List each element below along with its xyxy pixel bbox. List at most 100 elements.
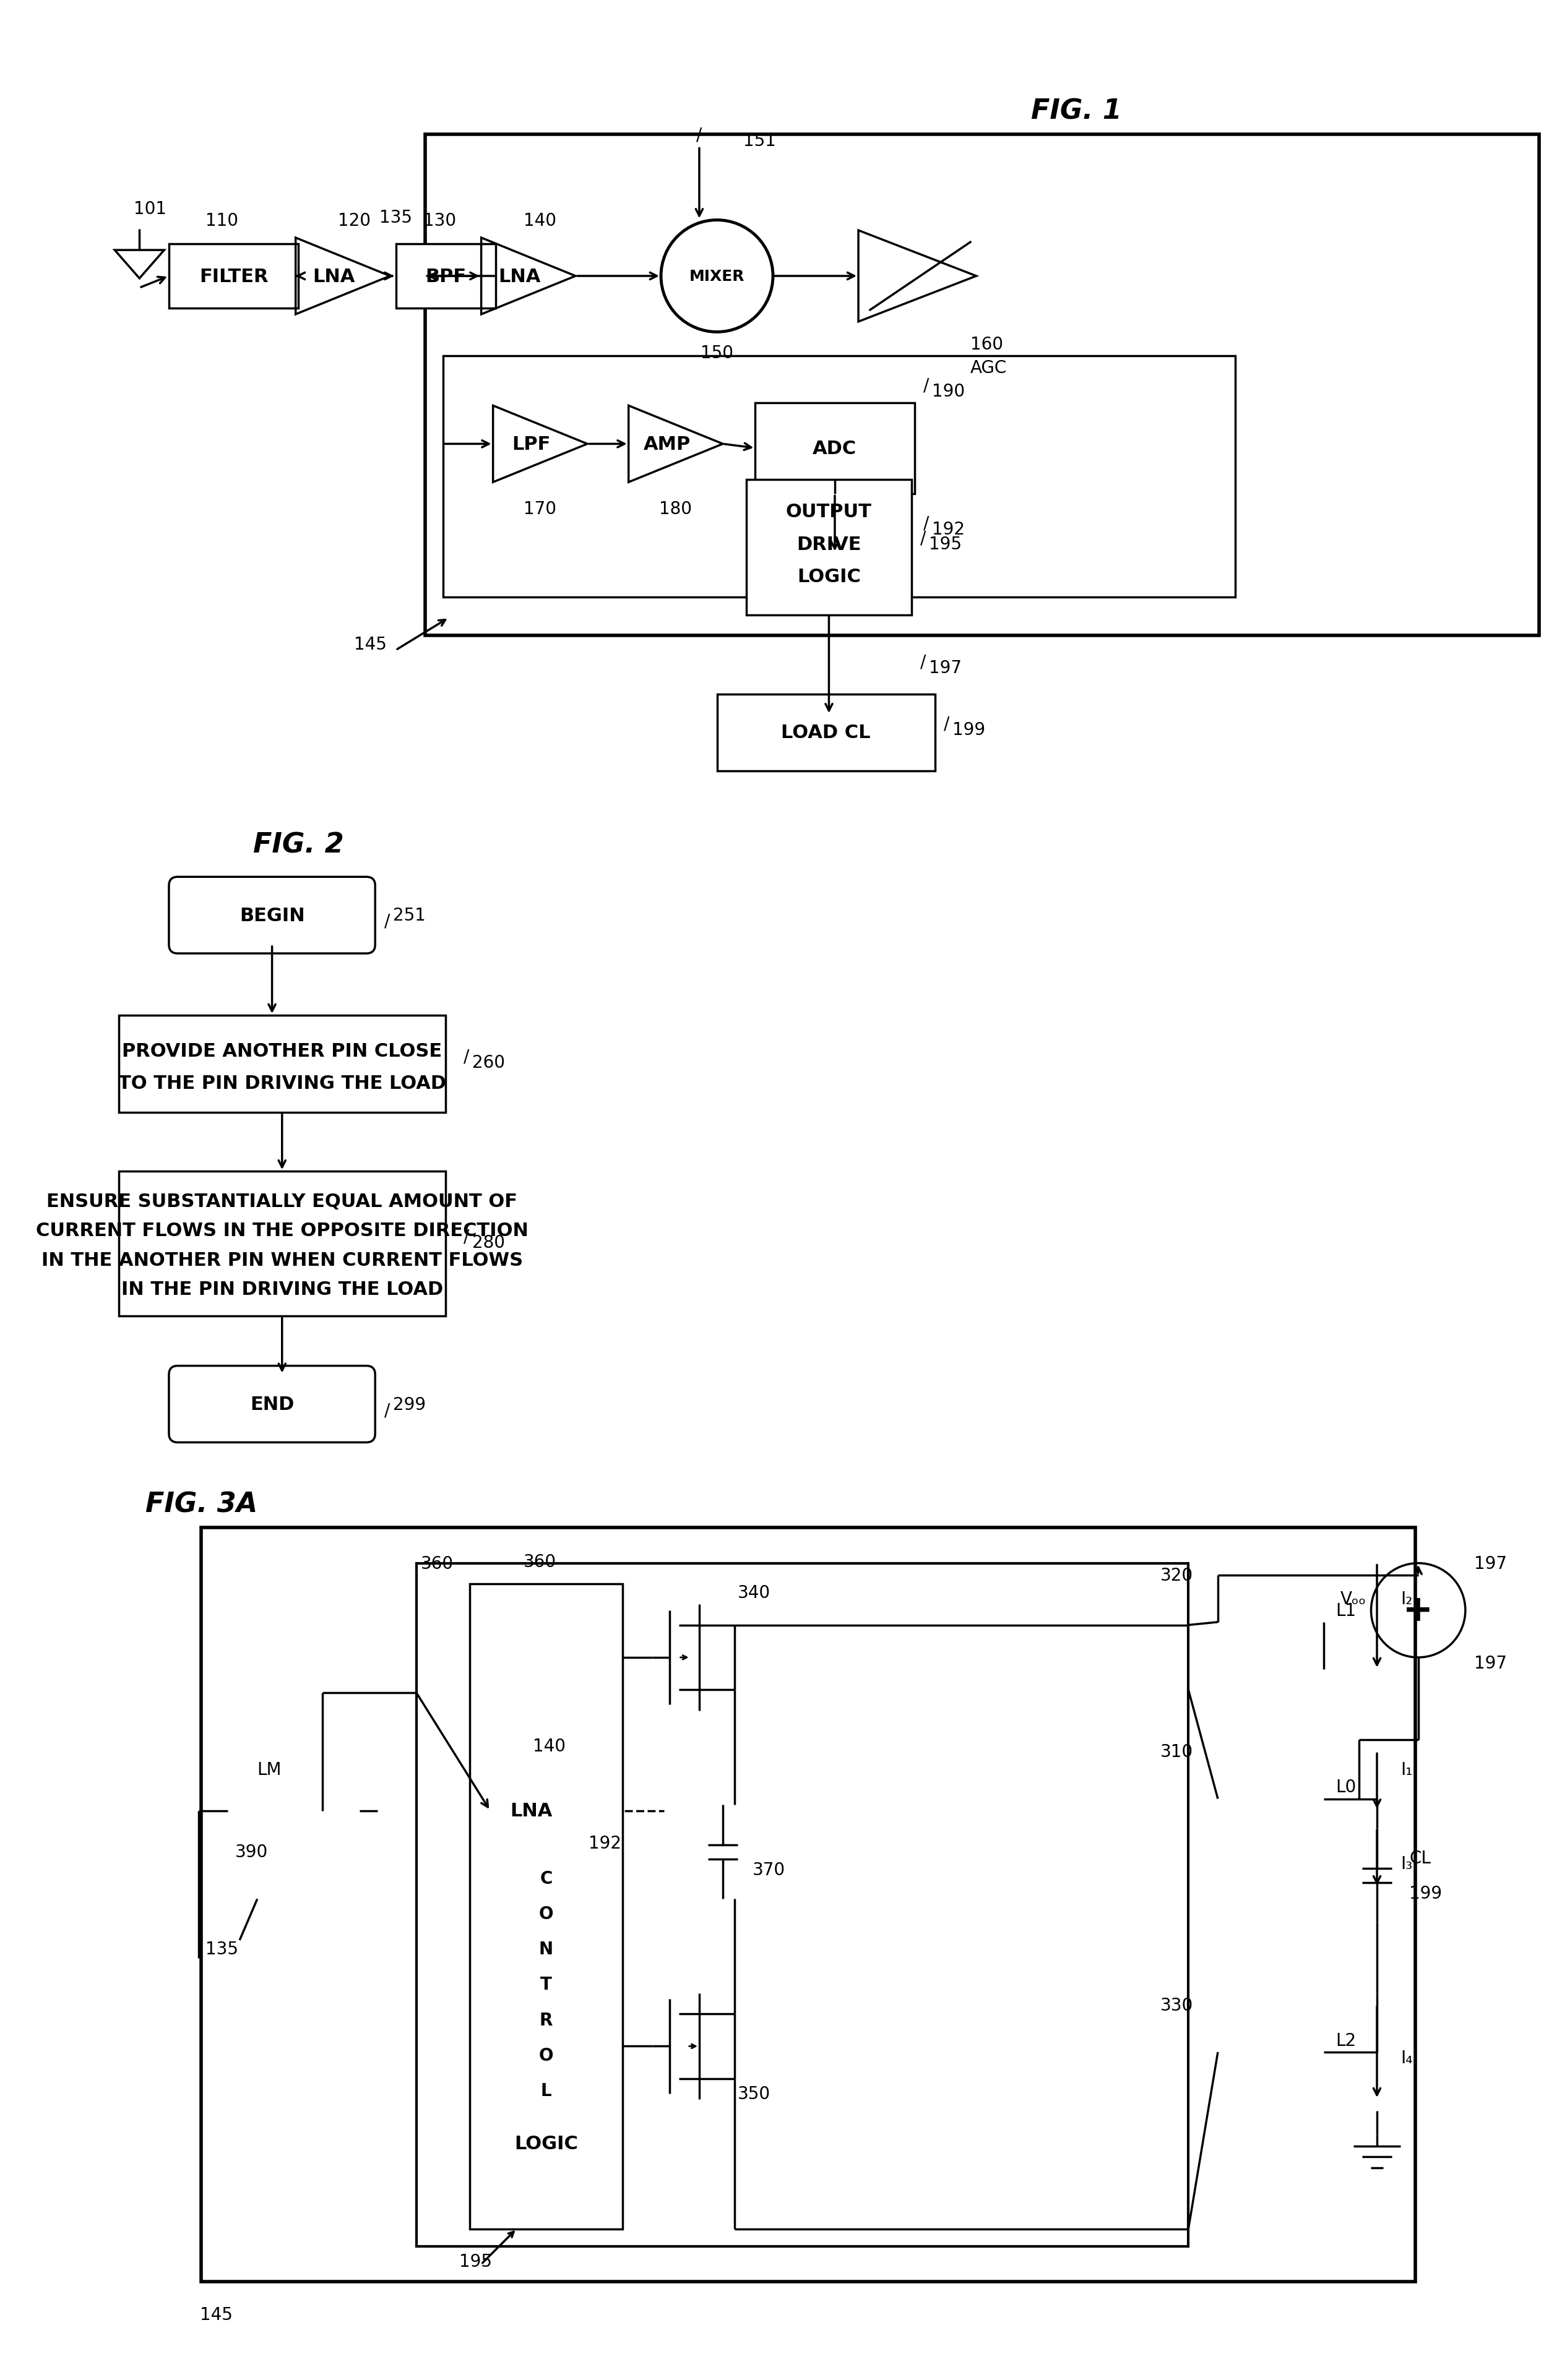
Text: 190: 190 xyxy=(933,383,965,400)
Text: Vₒₒ: Vₒₒ xyxy=(1340,1590,1367,1607)
Text: 197: 197 xyxy=(929,659,962,676)
Text: CURRENT FLOWS IN THE OPPOSITE DIRECTION: CURRENT FLOWS IN THE OPPOSITE DIRECTION xyxy=(36,1221,528,1240)
Text: L0: L0 xyxy=(1336,1778,1356,1797)
Bar xyxy=(756,402,914,495)
Text: 320: 320 xyxy=(1161,1566,1193,1583)
Text: L1: L1 xyxy=(1336,1602,1356,1618)
Text: I₂: I₂ xyxy=(1401,1590,1412,1607)
Text: N: N xyxy=(539,1940,553,1959)
Text: T: T xyxy=(540,1975,551,1992)
Text: O: O xyxy=(539,2047,553,2063)
Bar xyxy=(470,1585,623,2228)
Text: IN THE ANOTHER PIN WHEN CURRENT FLOWS: IN THE ANOTHER PIN WHEN CURRENT FLOWS xyxy=(41,1252,523,1269)
Text: LOGIC: LOGIC xyxy=(797,569,861,585)
Text: 101: 101 xyxy=(134,200,167,217)
Text: 310: 310 xyxy=(1161,1742,1193,1761)
Text: END: END xyxy=(250,1395,294,1414)
Text: I₁: I₁ xyxy=(1401,1761,1412,1778)
Text: MIXER: MIXER xyxy=(689,269,745,283)
Text: LPF: LPF xyxy=(512,436,551,452)
Text: AMP: AMP xyxy=(644,436,690,452)
Text: CL: CL xyxy=(1409,1849,1431,1866)
Text: /: / xyxy=(943,716,950,733)
Text: /: / xyxy=(920,531,926,547)
Text: 299: 299 xyxy=(394,1395,426,1414)
Text: 135: 135 xyxy=(206,1940,239,1959)
Text: OUTPUT: OUTPUT xyxy=(786,502,872,521)
Text: 110: 110 xyxy=(206,212,239,228)
Text: 151: 151 xyxy=(744,133,776,150)
Text: 195: 195 xyxy=(929,536,962,552)
Text: LOAD CL: LOAD CL xyxy=(781,724,870,743)
Text: C: C xyxy=(540,1871,553,1887)
Text: 370: 370 xyxy=(753,1861,786,1878)
Text: LNA: LNA xyxy=(511,1802,553,1821)
Text: /: / xyxy=(923,514,929,533)
Bar xyxy=(395,245,497,309)
Bar xyxy=(169,245,298,309)
Text: /: / xyxy=(384,912,390,931)
Text: 140: 140 xyxy=(533,1737,565,1754)
Bar xyxy=(747,481,911,614)
Text: 140: 140 xyxy=(523,212,556,228)
Text: PROVIDE ANOTHER PIN CLOSE: PROVIDE ANOTHER PIN CLOSE xyxy=(122,1042,442,1059)
Bar xyxy=(119,1171,445,1316)
Text: 192: 192 xyxy=(933,521,965,538)
Text: BEGIN: BEGIN xyxy=(239,907,305,923)
Text: /: / xyxy=(920,655,926,671)
Text: 150: 150 xyxy=(700,345,733,362)
Text: FIG. 2: FIG. 2 xyxy=(253,831,344,859)
Text: 197: 197 xyxy=(1475,1554,1507,1573)
Text: 130: 130 xyxy=(423,212,456,228)
Text: /: / xyxy=(384,1402,390,1418)
Text: 199: 199 xyxy=(953,721,986,738)
FancyBboxPatch shape xyxy=(169,1366,375,1442)
Text: 390: 390 xyxy=(234,1842,269,1861)
Text: AGC: AGC xyxy=(970,359,1007,376)
Text: L2: L2 xyxy=(1336,2033,1356,2049)
Text: 280: 280 xyxy=(472,1233,505,1252)
Text: ENSURE SUBSTANTIALLY EQUAL AMOUNT OF: ENSURE SUBSTANTIALLY EQUAL AMOUNT OF xyxy=(47,1192,517,1209)
Text: O: O xyxy=(539,1904,553,1923)
Text: FIG. 1: FIG. 1 xyxy=(1031,98,1122,124)
Text: 180: 180 xyxy=(659,500,692,519)
Text: 195: 195 xyxy=(459,2251,492,2271)
Text: TO THE PIN DRIVING THE LOAD: TO THE PIN DRIVING THE LOAD xyxy=(119,1073,447,1092)
Bar xyxy=(444,357,1236,597)
Text: I₃: I₃ xyxy=(1401,1854,1412,1873)
Text: L: L xyxy=(540,2082,551,2099)
Text: 360: 360 xyxy=(523,1552,556,1571)
Text: /: / xyxy=(464,1047,469,1066)
Text: 260: 260 xyxy=(472,1054,505,1071)
Text: 145: 145 xyxy=(355,635,387,652)
Text: IN THE PIN DRIVING THE LOAD: IN THE PIN DRIVING THE LOAD xyxy=(122,1280,444,1299)
Text: LOGIC: LOGIC xyxy=(514,2135,578,2152)
Text: 199: 199 xyxy=(1409,1885,1442,1902)
Text: LM: LM xyxy=(256,1761,281,1778)
Text: 145: 145 xyxy=(200,2306,233,2323)
Text: FILTER: FILTER xyxy=(200,267,269,286)
Bar xyxy=(417,1564,1189,2247)
Text: ADC: ADC xyxy=(812,440,858,457)
Text: 330: 330 xyxy=(1161,1997,1193,2013)
Text: LNA: LNA xyxy=(312,267,355,286)
Text: I₄: I₄ xyxy=(1401,2049,1412,2066)
Text: 170: 170 xyxy=(523,500,556,519)
Text: /: / xyxy=(464,1228,469,1245)
Bar xyxy=(119,1016,445,1114)
Text: LNA: LNA xyxy=(498,267,540,286)
Text: 251: 251 xyxy=(394,907,425,923)
Text: R: R xyxy=(539,2011,553,2028)
FancyBboxPatch shape xyxy=(169,878,375,954)
Text: DRIVE: DRIVE xyxy=(797,536,861,555)
Text: 135: 135 xyxy=(380,209,412,226)
Text: FIG. 3A: FIG. 3A xyxy=(145,1492,258,1518)
Text: 197: 197 xyxy=(1475,1654,1507,1673)
Bar xyxy=(201,1528,1415,2282)
Text: BPF: BPF xyxy=(425,267,467,286)
Text: 192: 192 xyxy=(589,1835,622,1852)
Text: 350: 350 xyxy=(737,2085,770,2102)
Bar xyxy=(425,136,1539,635)
Text: 360: 360 xyxy=(420,1554,453,1573)
Text: 160: 160 xyxy=(970,336,1003,352)
